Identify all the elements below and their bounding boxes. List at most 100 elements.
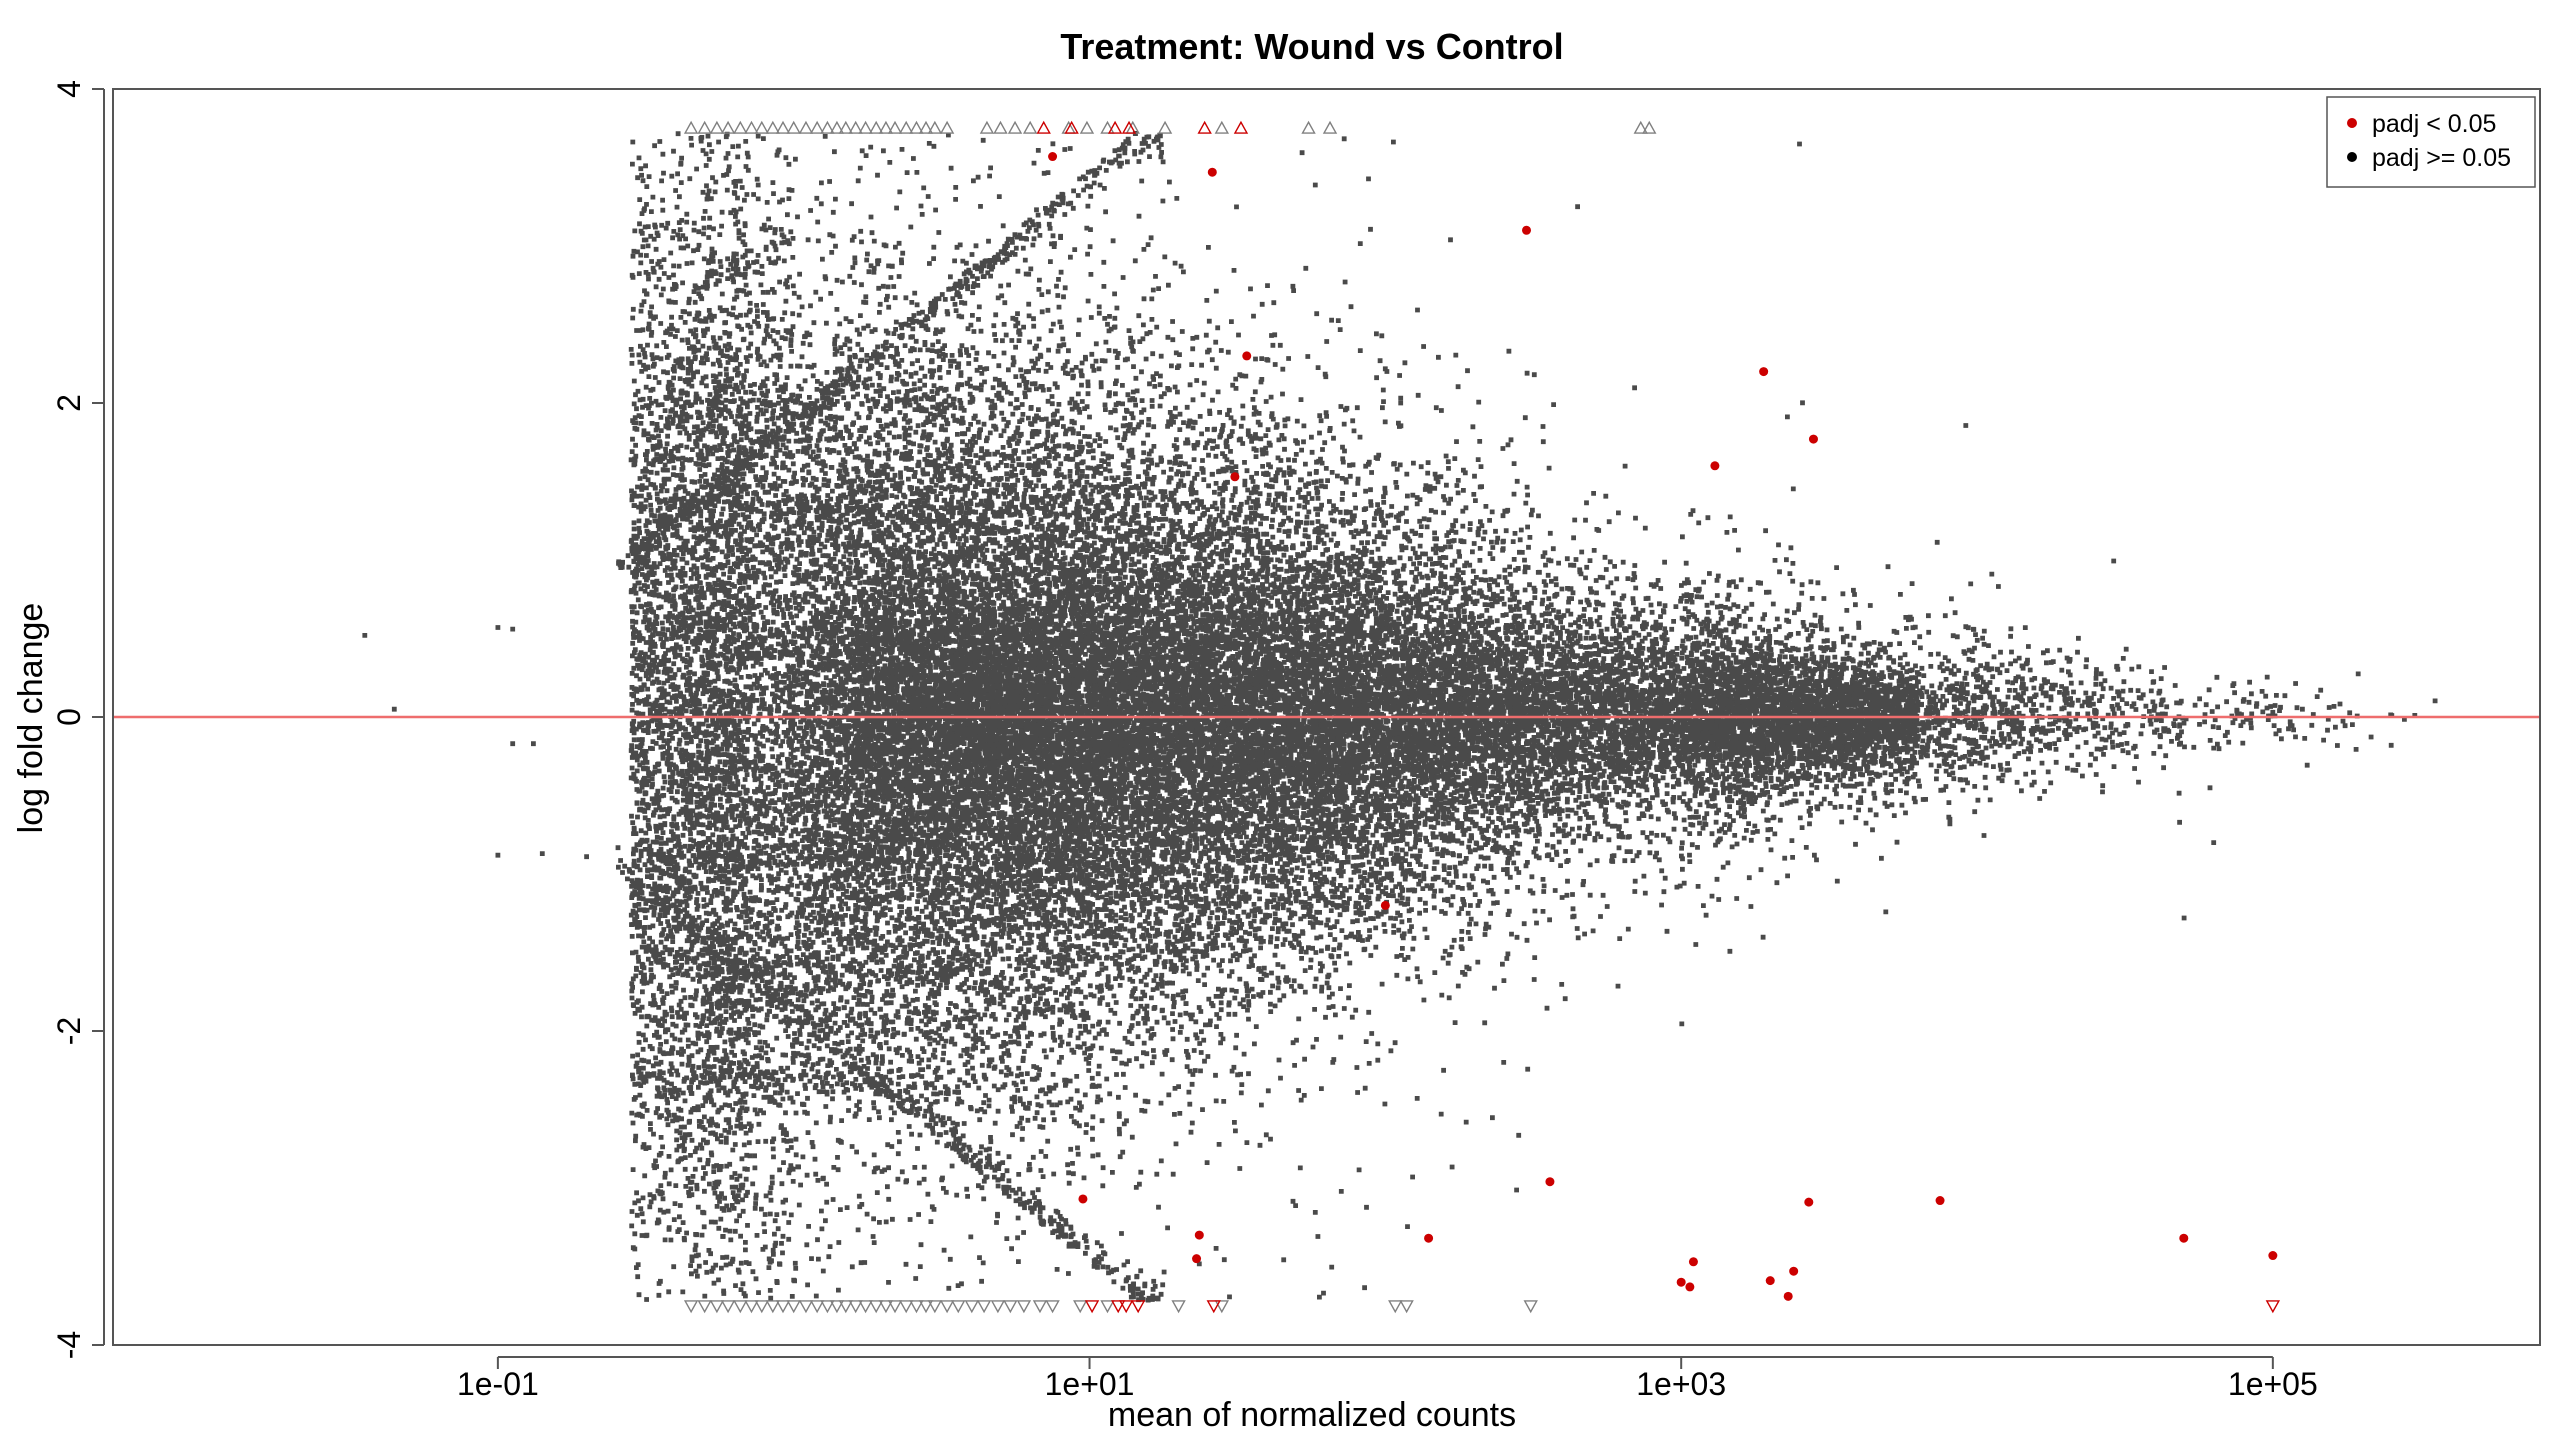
significant-point bbox=[1676, 1277, 1686, 1287]
capped-up-marker bbox=[765, 120, 781, 134]
capped-down-marker bbox=[976, 1300, 992, 1314]
capped-up-marker bbox=[709, 120, 725, 134]
capped-down-marker bbox=[858, 1300, 873, 1314]
significant-point bbox=[1804, 1197, 1814, 1207]
capped-down-marker bbox=[1171, 1300, 1186, 1314]
legend: padj < 0.05 padj >= 0.05 bbox=[2326, 96, 2536, 188]
capped-up-marker bbox=[848, 120, 863, 134]
capped-up-marker bbox=[979, 120, 995, 134]
capped-down-marker bbox=[1399, 1300, 1414, 1314]
capped-down-marker bbox=[1003, 1300, 1018, 1314]
capped-down-marker bbox=[697, 1300, 712, 1314]
capped-up-marker bbox=[1214, 120, 1230, 134]
capped-down-marker bbox=[744, 1300, 759, 1314]
capped-down-marker bbox=[809, 1300, 825, 1314]
capped-up-marker bbox=[775, 120, 791, 134]
capped-up-marker bbox=[898, 120, 914, 134]
significant-point bbox=[1192, 1254, 1202, 1264]
capped-down-marker-significant bbox=[2265, 1300, 2281, 1314]
capped-up-marker bbox=[909, 120, 924, 134]
capped-down-marker bbox=[733, 1300, 748, 1314]
legend-marker-significant bbox=[2347, 118, 2357, 128]
capped-up-marker bbox=[744, 120, 759, 134]
capped-down-marker bbox=[990, 1300, 1006, 1314]
significant-point bbox=[1242, 351, 1252, 361]
capped-down-marker bbox=[1100, 1300, 1115, 1314]
y-tick-label: -2 bbox=[51, 1017, 87, 1045]
capped-up-marker bbox=[868, 120, 884, 134]
significant-point bbox=[1688, 1257, 1698, 1267]
significant-point bbox=[1808, 434, 1818, 444]
capped-up-marker-significant bbox=[1197, 120, 1212, 134]
points-layer bbox=[113, 120, 2540, 1314]
capped-up-marker bbox=[786, 120, 801, 134]
capped-up-marker-significant bbox=[1121, 120, 1137, 134]
capped-down-marker bbox=[1214, 1300, 1230, 1314]
x-tick-label: 1e+05 bbox=[2228, 1366, 2318, 1402]
legend-label-nonsignificant: padj >= 0.05 bbox=[2372, 144, 2511, 172]
significant-point bbox=[1194, 1230, 1204, 1240]
capped-up-marker bbox=[829, 120, 845, 134]
capped-up-marker-significant bbox=[1036, 120, 1051, 134]
capped-down-marker bbox=[878, 1300, 894, 1314]
legend-marker-nonsignificant bbox=[2347, 152, 2357, 162]
capped-down-marker bbox=[754, 1300, 769, 1314]
capped-down-marker bbox=[798, 1300, 814, 1314]
chart-title: Treatment: Wound vs Control bbox=[1060, 26, 1563, 67]
capped-up-marker bbox=[993, 120, 1008, 134]
significant-point bbox=[1759, 367, 1769, 377]
capped-up-marker bbox=[838, 120, 853, 134]
capped-down-marker bbox=[951, 1300, 966, 1314]
capped-down-marker bbox=[964, 1300, 980, 1314]
significant-point bbox=[1522, 225, 1532, 235]
capped-down-marker-significant bbox=[1118, 1300, 1134, 1314]
nonsignificant-points bbox=[628, 133, 2360, 1301]
capped-down-marker bbox=[868, 1300, 884, 1314]
capped-up-marker bbox=[1079, 120, 1095, 134]
capped-up-marker bbox=[1007, 120, 1023, 134]
capped-down-marker bbox=[820, 1300, 835, 1314]
capped-up-marker-significant bbox=[1064, 120, 1079, 134]
capped-up-marker bbox=[1022, 120, 1038, 134]
capped-down-marker bbox=[1045, 1300, 1060, 1314]
capped-up-marker bbox=[927, 120, 943, 134]
significant-point bbox=[1789, 1266, 1799, 1276]
capped-up-marker-significant bbox=[1233, 120, 1249, 134]
significant-point bbox=[1545, 1177, 1555, 1187]
capped-up-marker bbox=[1157, 120, 1173, 134]
capped-up-marker bbox=[1633, 120, 1648, 134]
capped-down-marker bbox=[775, 1300, 791, 1314]
capped-down-marker-significant bbox=[1206, 1300, 1221, 1314]
capped-down-marker-significant bbox=[1130, 1300, 1146, 1314]
capped-down-marker bbox=[829, 1300, 845, 1314]
capped-up-marker bbox=[1301, 120, 1316, 134]
y-tick-label: 2 bbox=[51, 394, 87, 412]
significant-point bbox=[1710, 461, 1720, 471]
capped-up-marker bbox=[798, 120, 814, 134]
capped-up-marker bbox=[918, 120, 934, 134]
capped-down-marker bbox=[918, 1300, 934, 1314]
capped-down-marker bbox=[1073, 1300, 1088, 1314]
capped-down-marker bbox=[765, 1300, 781, 1314]
capped-down-marker bbox=[848, 1300, 863, 1314]
capped-down-marker-significant bbox=[1111, 1300, 1126, 1314]
capped-down-marker bbox=[838, 1300, 853, 1314]
significant-point bbox=[2268, 1251, 2278, 1261]
capped-up-marker bbox=[733, 120, 748, 134]
significant-point bbox=[2179, 1233, 2189, 1243]
capped-down-marker bbox=[909, 1300, 924, 1314]
y-tick-label: -4 bbox=[51, 1331, 87, 1359]
y-tick-label: 4 bbox=[51, 80, 87, 98]
capped-down-marker bbox=[1016, 1300, 1032, 1314]
significant-point bbox=[1424, 1233, 1434, 1243]
capped-up-marker bbox=[697, 120, 712, 134]
x-tick-label: 1e+03 bbox=[1636, 1366, 1726, 1402]
plot-frame bbox=[112, 88, 2541, 1346]
capped-up-marker bbox=[878, 120, 894, 134]
capped-up-marker bbox=[1642, 120, 1657, 134]
capped-down-marker bbox=[887, 1300, 903, 1314]
y-axis-label: log fold change bbox=[12, 603, 50, 834]
x-tick-label: 1e+01 bbox=[1045, 1366, 1135, 1402]
capped-down-marker bbox=[683, 1300, 699, 1314]
